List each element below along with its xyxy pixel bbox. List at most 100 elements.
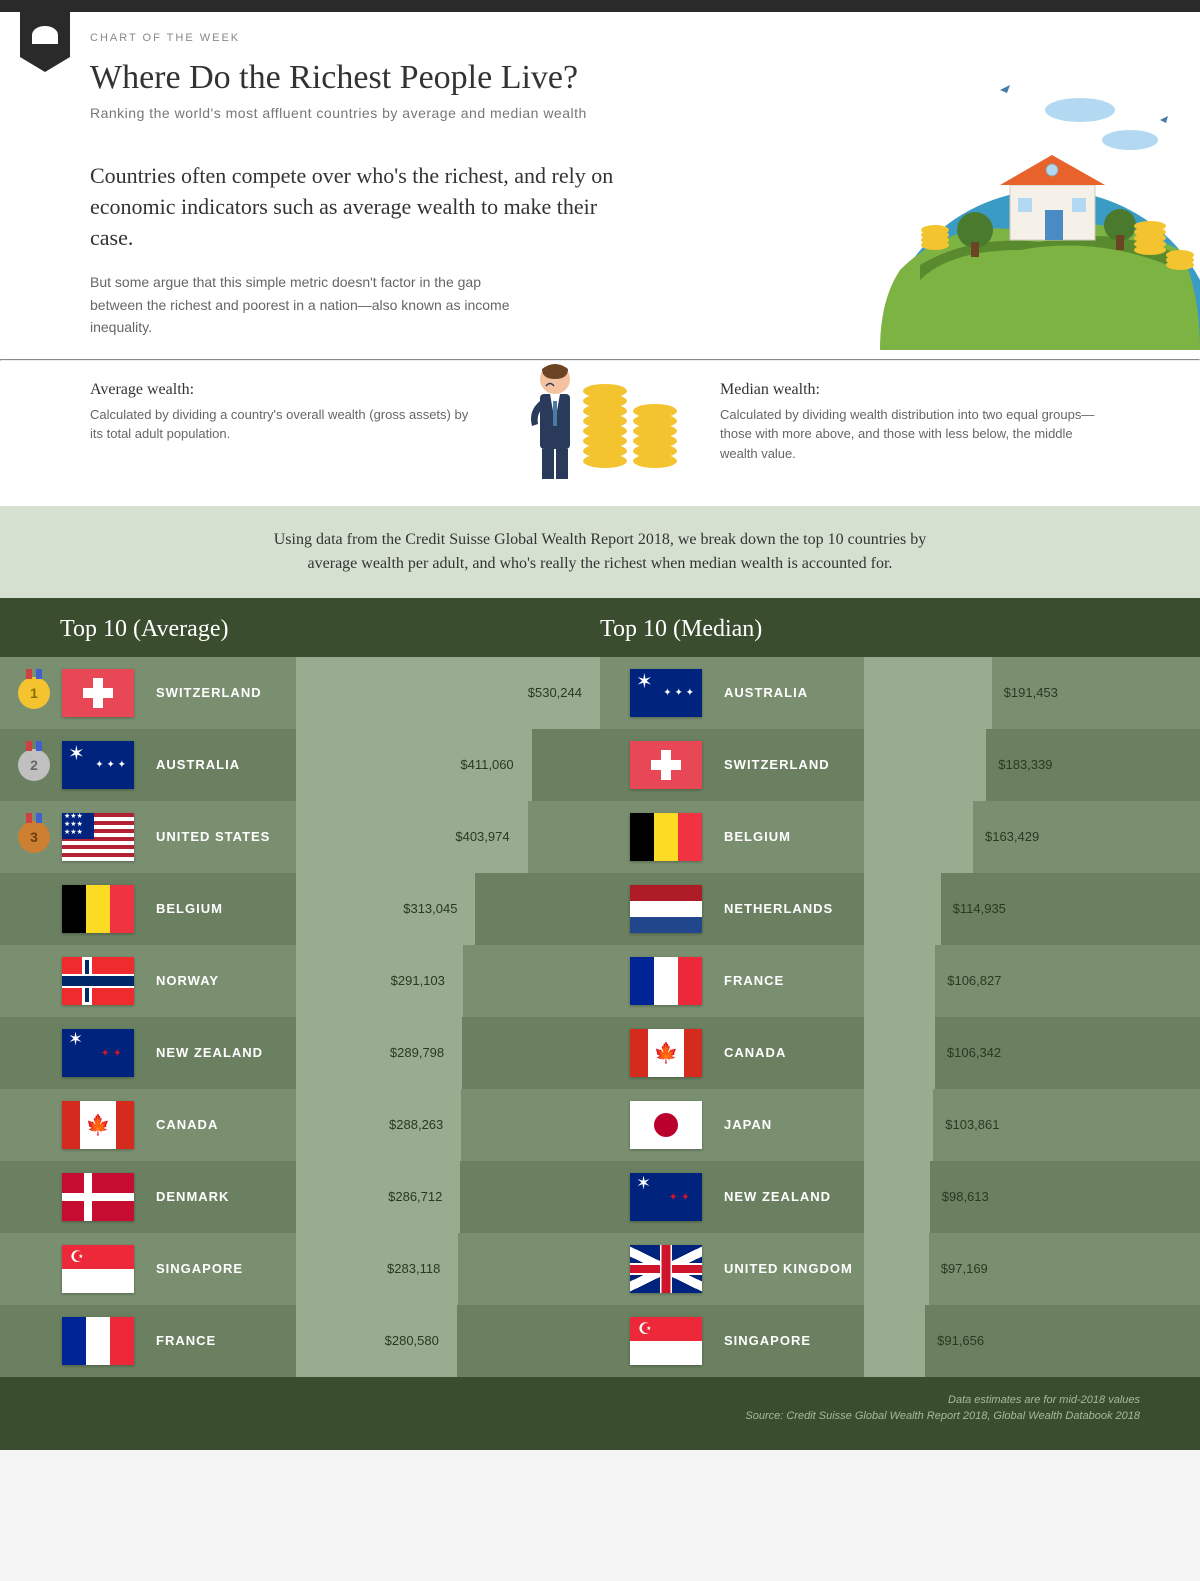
flag-swiss-icon — [630, 741, 702, 789]
med-rank-8: NEW ZEALAND $98,613 — [600, 1161, 1200, 1233]
bar — [864, 1089, 933, 1161]
rank-row: 3 UNITED STATES $403,974 BELGIUM $163,42… — [0, 801, 1200, 873]
flag-uk-icon — [630, 1245, 702, 1293]
country-name: UNITED STATES — [156, 829, 296, 844]
flag-aus-icon — [630, 669, 702, 717]
rank-row: SINGAPORE $283,118 UNITED KINGDOM $97,16… — [0, 1233, 1200, 1305]
bar — [864, 729, 986, 801]
flag-bel-icon — [630, 813, 702, 861]
rank-row: FRANCE $280,580 SINGAPORE $91,656 — [0, 1305, 1200, 1377]
medal-1-icon: 1 — [18, 677, 50, 709]
med-rank-9: UNITED KINGDOM $97,169 — [600, 1233, 1200, 1305]
country-name: AUSTRALIA — [724, 685, 864, 700]
flag-nz-icon — [630, 1173, 702, 1221]
med-rank-10: SINGAPORE $91,656 — [600, 1305, 1200, 1377]
bar-value: $403,974 — [455, 829, 509, 844]
bar-value: $289,798 — [390, 1045, 444, 1060]
avg-rank-6: NEW ZEALAND $289,798 — [0, 1017, 600, 1089]
avg-rank-1: 1 SWITZERLAND $530,244 — [0, 657, 600, 729]
rank-row: DENMARK $286,712 NEW ZEALAND $98,613 — [0, 1161, 1200, 1233]
bar — [864, 1305, 925, 1377]
country-name: DENMARK — [156, 1189, 296, 1204]
globe-illustration — [820, 70, 1200, 350]
description-text: Using data from the Credit Suisse Global… — [260, 528, 940, 576]
flag-fra-icon — [630, 957, 702, 1005]
bar — [864, 801, 973, 873]
flag-den-icon — [62, 1173, 134, 1221]
bar: $291,103 — [296, 945, 463, 1017]
bar-value: $91,656 — [937, 1333, 984, 1348]
bar-value: $291,103 — [391, 973, 445, 988]
bar-value: $103,861 — [945, 1117, 999, 1132]
country-name: SWITZERLAND — [724, 757, 864, 772]
bar-value: $280,580 — [385, 1333, 439, 1348]
country-name: FRANCE — [156, 1333, 296, 1348]
med-def-title: Median wealth: — [720, 381, 1110, 399]
medal-3-icon: 3 — [18, 821, 50, 853]
country-name: NEW ZEALAND — [724, 1189, 864, 1204]
rank-row: 1 SWITZERLAND $530,244 AUSTRALIA $191,45… — [0, 657, 1200, 729]
flag-sin-icon — [630, 1317, 702, 1365]
flag-aus-icon — [62, 741, 134, 789]
rank-row: CANADA $288,263 JAPAN $103,861 — [0, 1089, 1200, 1161]
avg-rank-4: BELGIUM $313,045 — [0, 873, 600, 945]
bar: $403,974 — [296, 801, 528, 873]
flag-usa-icon — [62, 813, 134, 861]
avg-rank-3: 3 UNITED STATES $403,974 — [0, 801, 600, 873]
avg-rank-10: FRANCE $280,580 — [0, 1305, 600, 1377]
rank-row: BELGIUM $313,045 NETHERLANDS $114,935 — [0, 873, 1200, 945]
country-name: SINGAPORE — [156, 1261, 296, 1276]
med-def-text: Calculated by dividing wealth distributi… — [720, 405, 1110, 464]
rankings: Top 10 (Average) Top 10 (Median) 1 SWITZ… — [0, 598, 1200, 1450]
bar-value: $191,453 — [1004, 685, 1058, 700]
avg-rank-2: 2 AUSTRALIA $411,060 — [0, 729, 600, 801]
footer-source: Source: Credit Suisse Global Wealth Repo… — [60, 1408, 1140, 1425]
med-rank-3: BELGIUM $163,429 — [600, 801, 1200, 873]
bar-value: $183,339 — [998, 757, 1052, 772]
bar-value: $97,169 — [941, 1261, 988, 1276]
med-title: Top 10 (Median) — [600, 616, 1140, 643]
avg-def-text: Calculated by dividing a country's overa… — [90, 405, 480, 444]
med-rank-6: CANADA $106,342 — [600, 1017, 1200, 1089]
bar-value: $288,263 — [389, 1117, 443, 1132]
avg-rank-9: SINGAPORE $283,118 — [0, 1233, 600, 1305]
bar — [864, 1233, 929, 1305]
top-bar — [0, 0, 1200, 12]
bar: $411,060 — [296, 729, 532, 801]
bar: $286,712 — [296, 1161, 460, 1233]
med-rank-2: SWITZERLAND $183,339 — [600, 729, 1200, 801]
bar: $313,045 — [296, 873, 475, 945]
country-name: BELGIUM — [724, 829, 864, 844]
bar — [864, 1161, 930, 1233]
flag-can-icon — [62, 1101, 134, 1149]
bar-value: $114,935 — [953, 901, 1006, 916]
footer: Data estimates are for mid-2018 values S… — [0, 1377, 1200, 1450]
footer-note: Data estimates are for mid-2018 values — [60, 1392, 1140, 1409]
logo-badge — [20, 12, 70, 57]
med-rank-7: JAPAN $103,861 — [600, 1089, 1200, 1161]
country-name: UNITED KINGDOM — [724, 1261, 864, 1276]
intro-lead: Countries often compete over who's the r… — [90, 161, 620, 253]
bar — [864, 873, 941, 945]
bar: $280,580 — [296, 1305, 457, 1377]
bar-value: $106,342 — [947, 1045, 1001, 1060]
med-rank-4: NETHERLANDS $114,935 — [600, 873, 1200, 945]
rank-row: NEW ZEALAND $289,798 CANADA $106,342 — [0, 1017, 1200, 1089]
avg-def-title: Average wealth: — [90, 381, 480, 399]
country-name: CANADA — [156, 1117, 296, 1132]
bar-value: $411,060 — [460, 757, 513, 772]
med-rank-1: AUSTRALIA $191,453 — [600, 657, 1200, 729]
avg-rank-7: CANADA $288,263 — [0, 1089, 600, 1161]
bar-value: $313,045 — [403, 901, 457, 916]
businessman-illustration — [500, 351, 700, 481]
bar: $288,263 — [296, 1089, 461, 1161]
avg-rank-8: DENMARK $286,712 — [0, 1161, 600, 1233]
bar: $283,118 — [296, 1233, 458, 1305]
flag-fra-icon — [62, 1317, 134, 1365]
intro-body: But some argue that this simple metric d… — [90, 271, 530, 338]
bar: $530,244 — [296, 657, 600, 729]
bar-value: $106,827 — [947, 973, 1001, 988]
country-name: SINGAPORE — [724, 1333, 864, 1348]
flag-jap-icon — [630, 1101, 702, 1149]
avg-rank-5: NORWAY $291,103 — [0, 945, 600, 1017]
